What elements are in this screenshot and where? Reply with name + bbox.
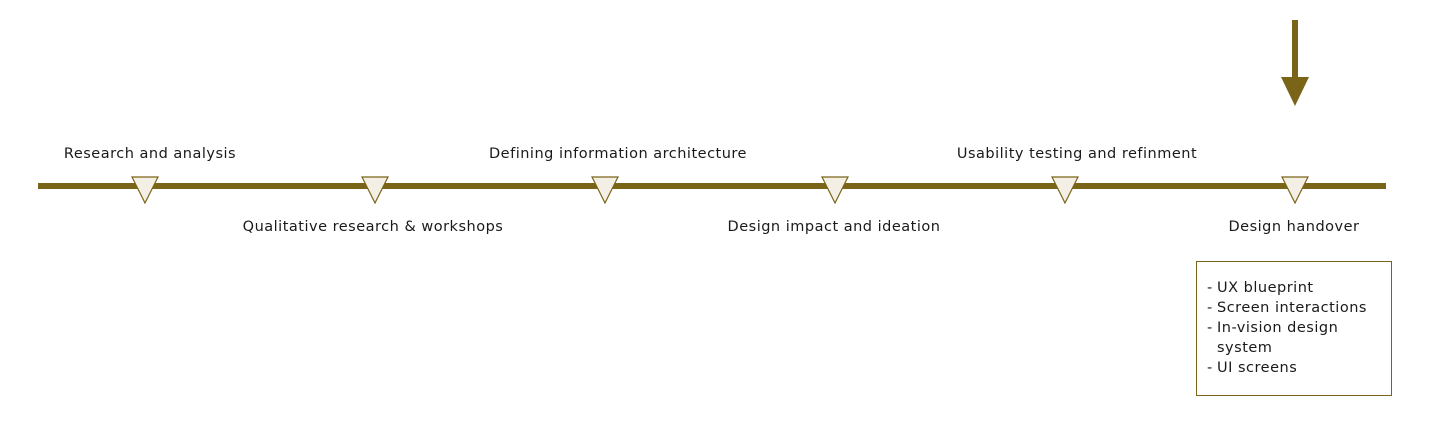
down-arrow-icon xyxy=(1279,20,1311,108)
triangle-down-icon xyxy=(1281,176,1309,204)
deliverable-item: - UI screens xyxy=(1207,358,1381,378)
timeline-line xyxy=(38,183,1386,189)
triangle-down-icon xyxy=(131,176,159,204)
stage-label-design-handover: Design handover xyxy=(1228,219,1360,235)
deliverable-screen-interactions: Screen interactions xyxy=(1217,300,1367,316)
deliverable-ui-screens: UI screens xyxy=(1217,360,1298,376)
deliverable-item: - Screen interactions xyxy=(1207,298,1381,318)
stage-marker-2 xyxy=(361,176,389,204)
stage-label-usability-testing: Usability testing and refinment xyxy=(956,146,1198,162)
stage-marker-5 xyxy=(1051,176,1079,204)
list-dash: - xyxy=(1207,320,1213,336)
stage-marker-1 xyxy=(131,176,159,204)
deliverables-box: - UX blueprint - Screen interactions - I… xyxy=(1196,261,1392,396)
stage-label-information-architecture: Defining information architecture xyxy=(489,146,747,162)
deliverable-item: - In-vision design system xyxy=(1207,318,1381,358)
stage-label-design-impact: Design impact and ideation xyxy=(727,219,941,235)
deliverable-ux-blueprint: UX blueprint xyxy=(1217,280,1314,296)
deliverable-item: - UX blueprint xyxy=(1207,278,1381,298)
stage-marker-4 xyxy=(821,176,849,204)
stage-label-qualitative-research: Qualitative research & workshops xyxy=(242,219,504,235)
triangle-down-icon xyxy=(1051,176,1079,204)
stage-marker-3 xyxy=(591,176,619,204)
list-dash: - xyxy=(1207,280,1213,296)
stage-marker-6 xyxy=(1281,176,1309,204)
list-dash: - xyxy=(1207,300,1213,316)
deliverable-design-system: In-vision design system xyxy=(1217,320,1339,356)
triangle-down-icon xyxy=(821,176,849,204)
triangle-down-icon xyxy=(591,176,619,204)
triangle-down-icon xyxy=(361,176,389,204)
stage-label-research: Research and analysis xyxy=(63,146,237,162)
list-dash: - xyxy=(1207,360,1213,376)
